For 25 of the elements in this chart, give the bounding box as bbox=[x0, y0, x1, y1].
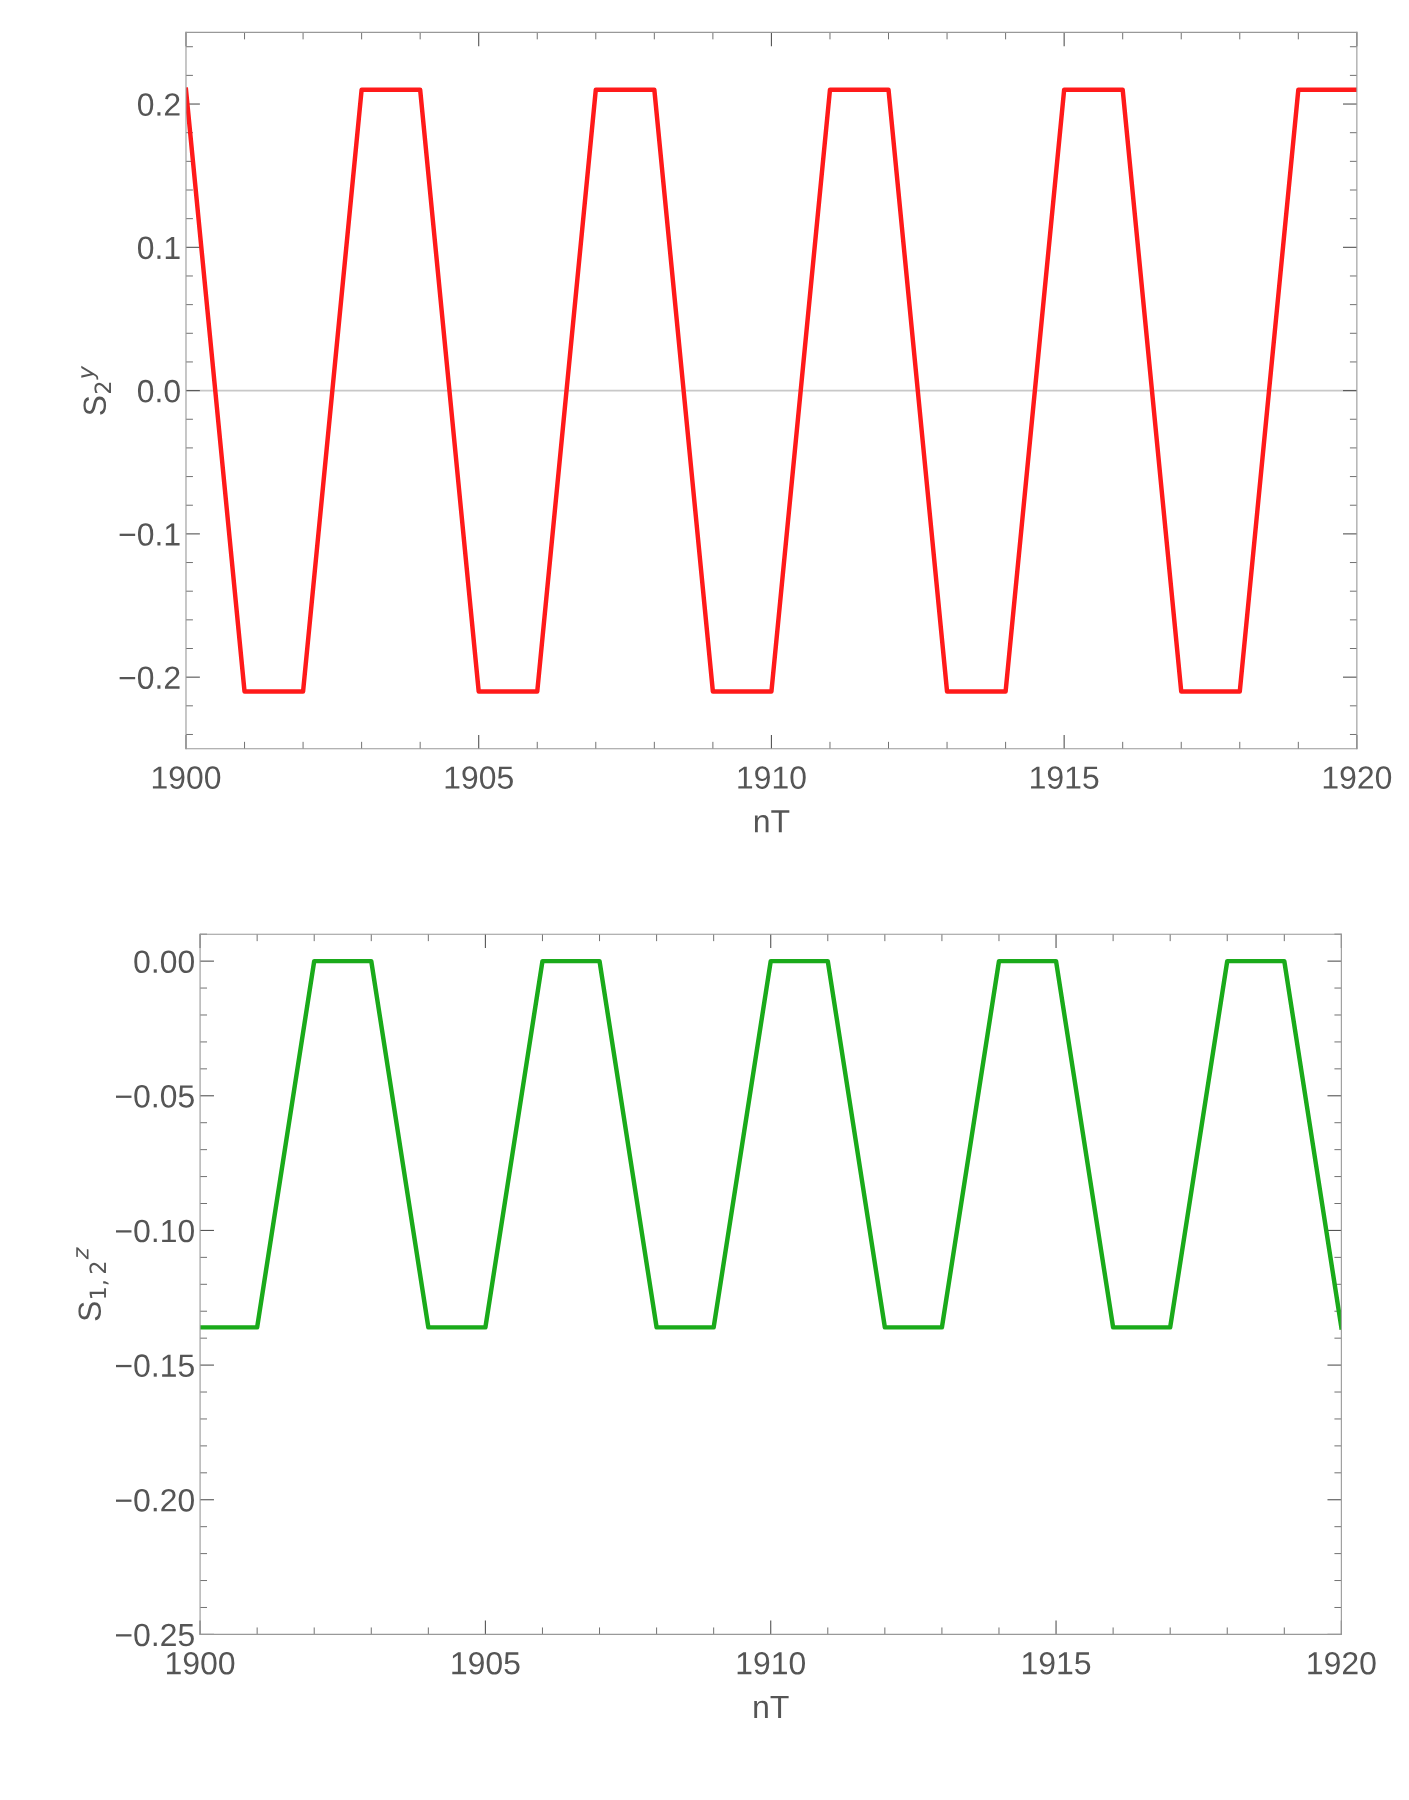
x-tick-label: 1920 bbox=[1308, 1651, 1376, 1675]
y-tick-label: 0.1 bbox=[137, 236, 180, 260]
x-axis-title: nT bbox=[754, 810, 790, 833]
y-tick-label: −0.25 bbox=[115, 1623, 194, 1647]
x-tick-label: 1915 bbox=[1031, 766, 1099, 789]
x-tick-label: 1910 bbox=[738, 766, 806, 789]
y-tick-label: −0.20 bbox=[115, 1489, 194, 1512]
y-tick-label: −0.2 bbox=[119, 666, 180, 690]
y-tick-label: −0.1 bbox=[119, 523, 180, 546]
x-tick-label: 1905 bbox=[445, 766, 513, 789]
y-tick-label: 0.2 bbox=[137, 93, 180, 116]
y-axis-title: S$_{1,2}$$^{z}$ bbox=[76, 1247, 109, 1321]
x-tick-label: 1900 bbox=[166, 1651, 235, 1675]
y-axis-title: S$_{2}$$^{y}$ bbox=[81, 365, 111, 415]
x-tick-label: 1905 bbox=[452, 1651, 520, 1675]
y-tick-label: −0.05 bbox=[115, 1085, 194, 1108]
y-tick-label: −0.10 bbox=[115, 1219, 194, 1243]
x-tick-label: 1910 bbox=[737, 1651, 806, 1675]
x-tick-label: 1920 bbox=[1323, 766, 1392, 789]
x-axis-title: nT bbox=[754, 1695, 789, 1718]
x-tick-label: 1915 bbox=[1022, 1651, 1091, 1675]
y-tick-label: −0.15 bbox=[115, 1354, 194, 1377]
y-tick-label: 0.0 bbox=[137, 379, 180, 403]
x-tick-label: 1900 bbox=[152, 766, 221, 789]
y-tick-label: 0.00 bbox=[134, 950, 194, 974]
